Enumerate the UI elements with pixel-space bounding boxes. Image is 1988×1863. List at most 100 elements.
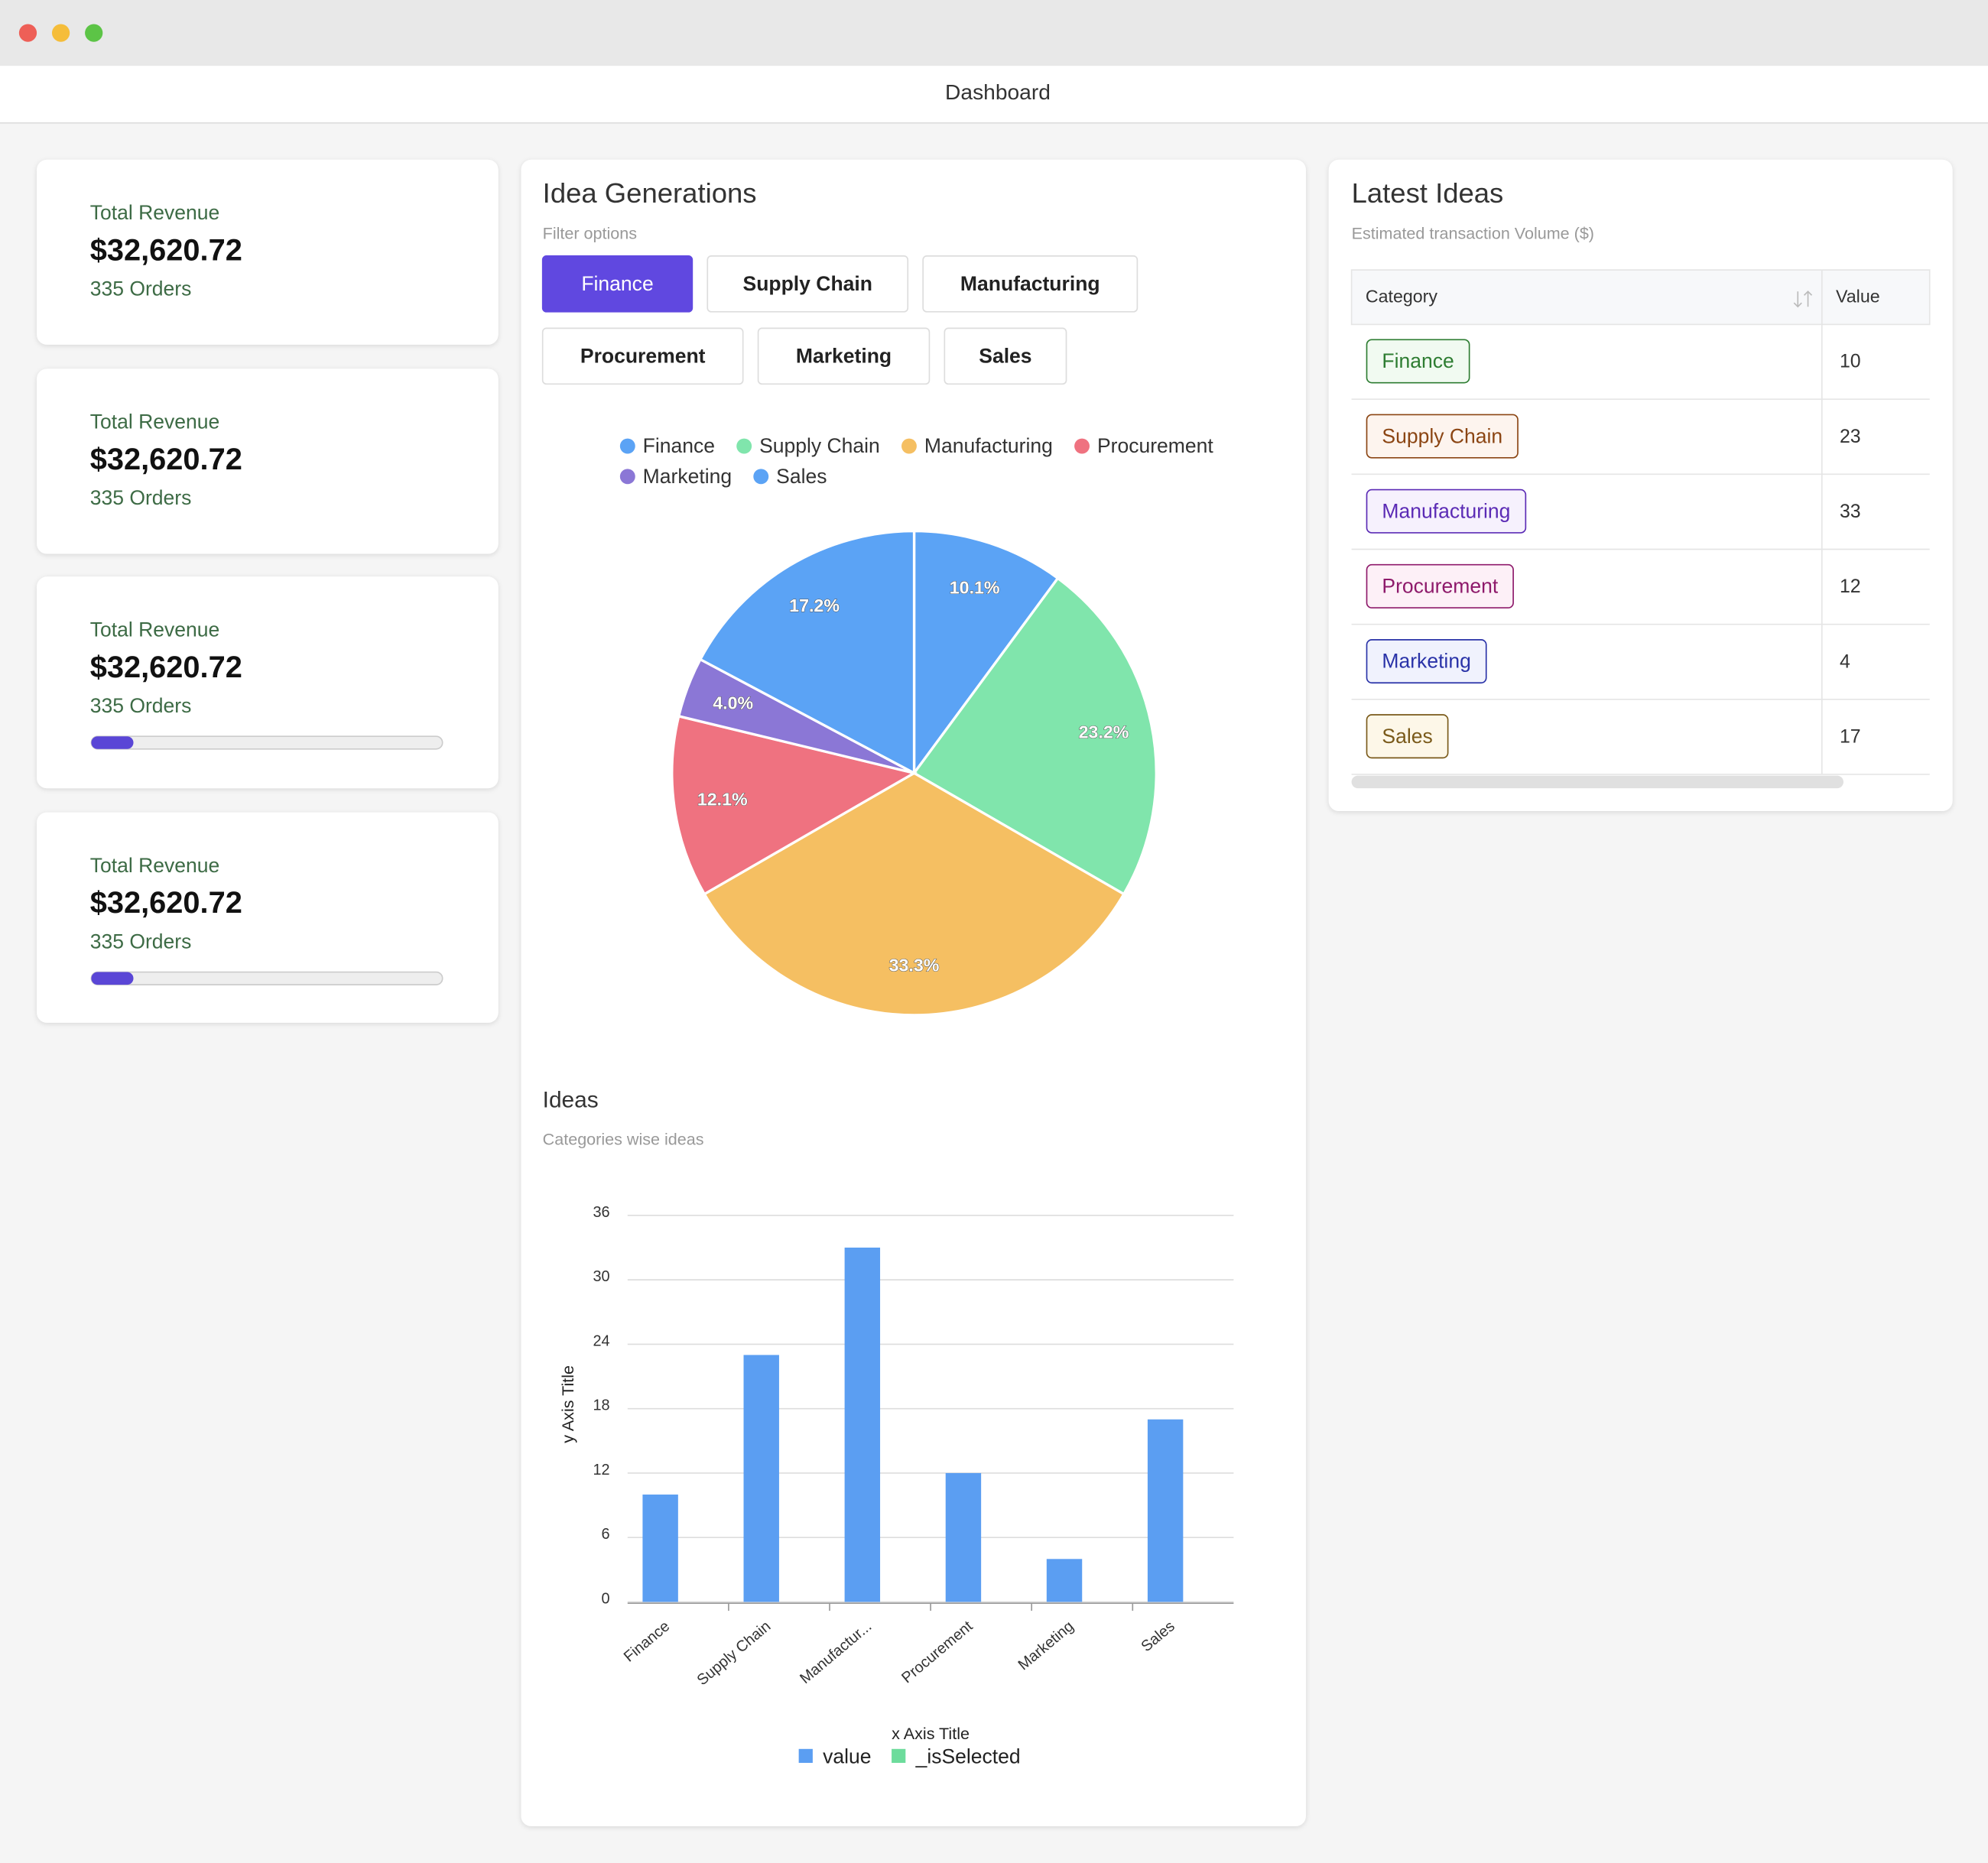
stat-orders: 335 Orders (90, 930, 192, 953)
column-header: Category (1366, 287, 1438, 307)
y-tick-label: 0 (602, 1590, 610, 1607)
close-button[interactable] (18, 24, 37, 42)
chart-subtitle: Categories wise ideas (543, 1130, 704, 1149)
bar (1147, 1419, 1184, 1602)
filter-button-label: Sales (979, 345, 1031, 368)
y-tick-label: 18 (593, 1397, 609, 1414)
bar (844, 1247, 881, 1602)
x-axis-title: x Axis Title (892, 1724, 970, 1743)
legend-label: Procurement (1097, 434, 1213, 457)
slice-label: 4.0% (713, 693, 753, 712)
legend-label: value (823, 1745, 871, 1767)
stat-label: Total Revenue (90, 854, 220, 877)
stat-label: Total Revenue (90, 201, 220, 224)
category-tag-label: Procurement (1382, 575, 1498, 598)
legend-label: Supply Chain (759, 434, 880, 457)
cell-value: 10 (1840, 351, 1861, 372)
filter-button-label: Marketing (796, 345, 892, 368)
y-tick-label: 30 (593, 1268, 609, 1285)
stat-card (37, 576, 499, 789)
category-tag (1366, 339, 1470, 384)
stat-orders: 335 Orders (90, 278, 192, 300)
titlebar (0, 0, 1988, 67)
slice-label: 17.2% (789, 596, 840, 615)
category-tag (1366, 639, 1487, 684)
panel-title: Idea Generations (543, 177, 757, 209)
pie-slice (671, 714, 918, 896)
stat-card (37, 812, 499, 1023)
legend-label: Sales (776, 465, 827, 488)
category-tag-label: Finance (1382, 349, 1454, 372)
panel-title: Latest Ideas (1352, 177, 1504, 209)
sort-icon[interactable] (1793, 290, 1813, 308)
minimize-button[interactable] (51, 24, 70, 42)
cell-value: 4 (1840, 651, 1850, 672)
stat-orders: 335 Orders (90, 694, 192, 717)
table-header (1350, 269, 1931, 326)
category-tag (1366, 563, 1514, 609)
legend-swatch (892, 1748, 906, 1764)
cell-value: 12 (1840, 576, 1861, 597)
filter-button[interactable] (541, 255, 694, 313)
filter-button-label: Supply Chain (743, 272, 872, 295)
pie-slice (698, 529, 916, 776)
stat-label: Total Revenue (90, 618, 220, 641)
filter-button[interactable] (707, 255, 909, 313)
category-tag (1366, 714, 1449, 759)
window-title: Dashboard (945, 80, 1051, 104)
slice-label: 12.1% (697, 790, 748, 810)
slice-label: 33.3% (889, 956, 940, 975)
chart-title: Ideas (543, 1088, 599, 1113)
scrollbar[interactable] (1351, 775, 1843, 789)
bar (945, 1472, 982, 1602)
stat-value: $32,620.72 (90, 651, 242, 684)
legend-swatch (1074, 438, 1090, 454)
filter-button[interactable] (757, 327, 931, 385)
category-tag-label: Marketing (1382, 650, 1470, 673)
stat-orders: 335 Orders (90, 486, 192, 509)
legend-swatch (901, 438, 917, 454)
y-tick-label: 12 (593, 1462, 609, 1478)
stat-label: Total Revenue (90, 411, 220, 433)
bar (642, 1495, 678, 1602)
header (0, 66, 1988, 123)
pie-slice (912, 529, 1060, 777)
legend-swatch (619, 469, 635, 485)
panel-subtitle: Estimated transaction Volume ($) (1352, 223, 1594, 242)
category-tag (1366, 488, 1527, 534)
slice-label: 23.2% (1079, 722, 1129, 742)
pie-slice (912, 576, 1158, 896)
stat-value: $32,620.72 (90, 886, 242, 920)
cell-value: 33 (1840, 501, 1861, 522)
filter-button[interactable] (922, 255, 1139, 313)
stat-value: $32,620.72 (90, 443, 242, 476)
legend-label: Finance (643, 434, 715, 457)
filter-button[interactable] (541, 327, 744, 385)
category-tag-label: Supply Chain (1382, 424, 1502, 447)
progress-fill (91, 736, 134, 749)
bar (743, 1355, 779, 1602)
y-tick-label: 6 (602, 1526, 610, 1543)
filter-label: Filter options (543, 223, 637, 242)
y-tick-label: 24 (593, 1332, 609, 1349)
legend-label: Marketing (643, 465, 732, 488)
y-axis-title: y Axis Title (558, 1365, 577, 1443)
filter-button-label: Procurement (580, 345, 706, 368)
pie-slice (702, 771, 1126, 1017)
category-tag-label: Manufacturing (1382, 499, 1510, 522)
filter-button-label: Manufacturing (960, 272, 1100, 295)
legend-label: Manufacturing (924, 434, 1053, 457)
bar (1046, 1559, 1083, 1602)
y-tick-label: 36 (593, 1204, 609, 1221)
progress-fill (91, 972, 134, 985)
category-tag (1366, 414, 1519, 459)
cell-value: 17 (1840, 725, 1861, 747)
stat-card (37, 159, 499, 345)
stat-value: $32,620.72 (90, 233, 242, 267)
cell-value: 23 (1840, 426, 1861, 447)
filter-button[interactable] (944, 327, 1067, 385)
maximize-button[interactable] (85, 24, 103, 42)
category-tag-label: Sales (1382, 725, 1432, 748)
column-header: Value (1836, 287, 1880, 307)
